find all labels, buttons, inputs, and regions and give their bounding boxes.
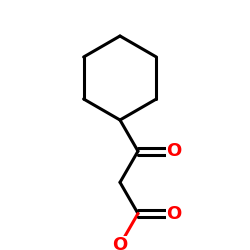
Text: O: O	[166, 142, 182, 160]
Text: O: O	[166, 204, 182, 222]
Text: O: O	[112, 236, 128, 250]
